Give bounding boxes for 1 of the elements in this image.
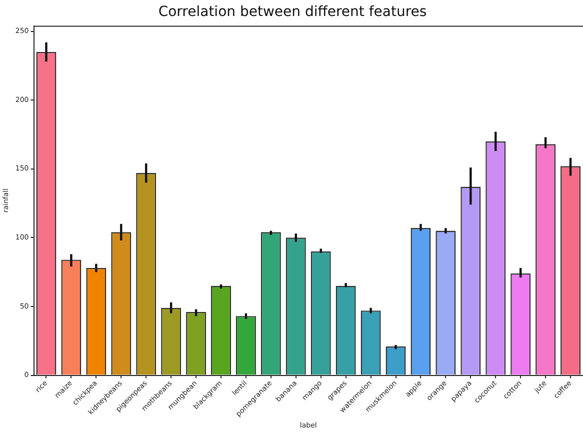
chart-title: Correlation between different features [158,4,427,20]
